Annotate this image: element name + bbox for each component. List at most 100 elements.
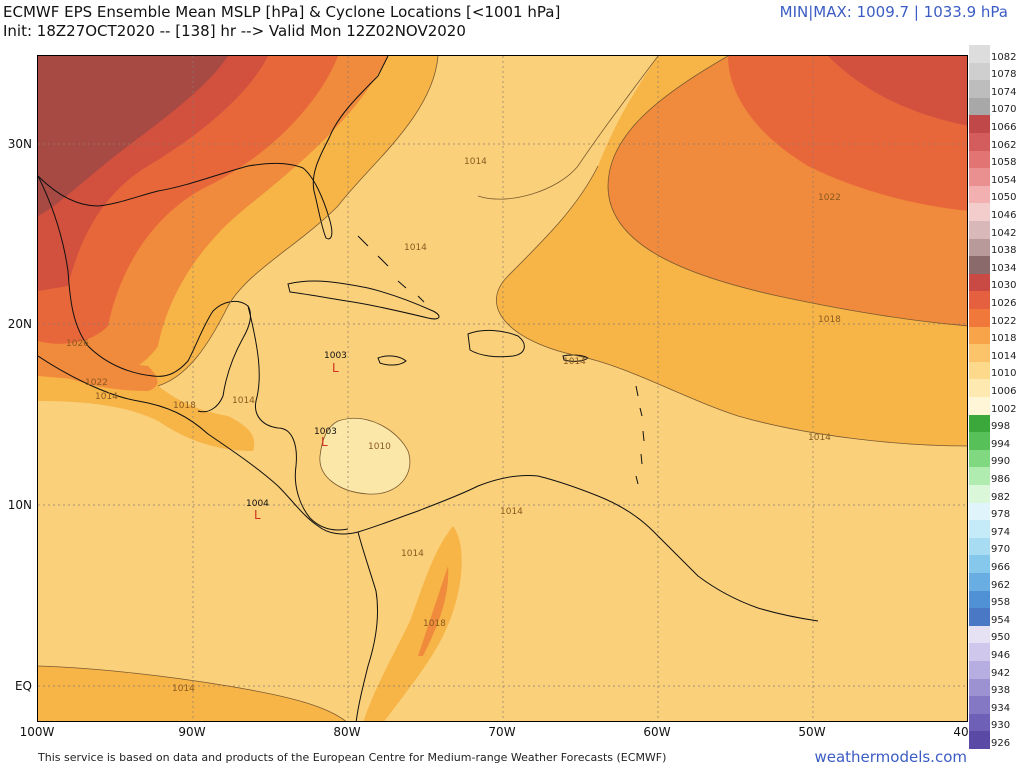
isobar-lines: [38, 56, 967, 721]
contour-label: 1014: [95, 392, 118, 402]
contour-label: 1022: [818, 193, 841, 203]
colorbar-label: 982: [991, 491, 1011, 503]
colorbar-label: 998: [991, 421, 1011, 433]
cyclone-low-symbol: L: [254, 508, 261, 522]
colorbar-label: 1030: [991, 280, 1017, 292]
colorbar-level: 1022: [969, 309, 1018, 327]
colorbar-level: 1014: [969, 344, 1018, 362]
colorbar-label: 1018: [991, 333, 1017, 345]
colorbar-level: 1034: [969, 256, 1018, 274]
colorbar-swatch: [969, 256, 990, 274]
cyclone-marker[interactable]: 1003 L: [314, 427, 337, 449]
lon-label-80w: 80W: [333, 725, 361, 739]
colorbar-swatch: [969, 397, 990, 415]
colorbar-swatch: [969, 449, 990, 468]
pressure-band-1022-andes: [418, 566, 449, 656]
contour-label: 1014: [232, 396, 255, 406]
colorbar-swatch: [969, 97, 990, 116]
colorbar-swatch: [969, 80, 990, 98]
colorbar-level: 990: [969, 449, 1018, 468]
colorbar-label: 1022: [991, 315, 1017, 327]
pressure-band-1018-central-america: [38, 376, 255, 451]
colorbar-label: 930: [991, 720, 1011, 732]
colorbar-label: 1066: [991, 121, 1017, 133]
colorbar-swatch: [969, 555, 990, 573]
lat-label-30n: 30N: [7, 137, 32, 151]
colorbar-swatch: [969, 309, 990, 327]
lon-label-70w: 70W: [488, 725, 516, 739]
colorbar-level: 1002: [969, 397, 1018, 415]
colorbar-label: 1082: [991, 51, 1017, 63]
contour-label: 1026: [66, 339, 89, 349]
colorbar-level: 934: [969, 696, 1018, 714]
colorbar-swatch: [969, 625, 990, 644]
colorbar-level: 930: [969, 713, 1018, 732]
colorbar-level: 1010: [969, 361, 1018, 380]
colorbar-swatch: [969, 291, 990, 309]
colorbar-swatch: [969, 133, 990, 151]
colorbar-label: 962: [991, 579, 1011, 591]
colorbar-level: 954: [969, 608, 1018, 626]
colorbar-level: 1030: [969, 273, 1018, 292]
cyclone-low-symbol: L: [321, 435, 328, 449]
colorbar-level: 942: [969, 661, 1018, 679]
colorbar-level: 1078: [969, 62, 1018, 81]
pressure-band-1018-andes: [363, 526, 462, 721]
colorbar-swatch: [969, 326, 990, 345]
colorbar-level: 970: [969, 537, 1018, 556]
colorbar-label: 1038: [991, 245, 1017, 257]
cyclone-marker[interactable]: 1004 L: [246, 499, 269, 522]
cyclone-pressure: 1004: [246, 499, 269, 509]
contour-label: 1014: [464, 157, 487, 167]
lat-label-20n: 20N: [7, 317, 32, 331]
colorbar-swatch: [969, 485, 990, 503]
colorbar-label: 966: [991, 561, 1011, 573]
colorbar-swatch: [969, 203, 990, 221]
colorbar-level: 1006: [969, 379, 1018, 397]
colorbar-level: 1082: [969, 45, 1018, 63]
contour-label: 1018: [173, 401, 196, 411]
colorbar-level: 962: [969, 573, 1018, 591]
colorbar-label: 934: [991, 702, 1011, 714]
cyclone-marker[interactable]: 1003 L: [324, 351, 347, 375]
colorbar-label: 1042: [991, 227, 1017, 239]
colorbar-level: 978: [969, 502, 1018, 521]
colorbar-level: 1070: [969, 97, 1018, 116]
lat-label-eq: EQ: [14, 679, 32, 693]
colorbar-swatch: [969, 185, 990, 204]
ecmwf-credit: This service is based on data and produc…: [38, 751, 667, 764]
colorbar-swatch: [969, 661, 990, 679]
min-max-readout: MIN|MAX: 1009.7 | 1033.9 hPa: [779, 3, 1008, 21]
colorbar-swatch: [969, 273, 990, 292]
colorbar-swatch: [969, 379, 990, 397]
colorbar-swatch: [969, 590, 990, 609]
colorbar-level: 1054: [969, 168, 1018, 186]
pressure-band-1022-mexico: [58, 356, 158, 391]
colorbar-label: 926: [991, 737, 1011, 749]
colorbar-label: 1062: [991, 139, 1017, 151]
map-subtitle-init-valid: Init: 18Z27OCT2020 -- [138] hr --> Valid…: [3, 22, 466, 40]
cyclone-low-symbol: L: [332, 361, 339, 375]
colorbar-swatch: [969, 537, 990, 556]
colorbar-swatch: [969, 731, 990, 749]
colorbar-level: 1050: [969, 185, 1018, 204]
colorbar-swatch: [969, 678, 990, 697]
colorbar-label: 1070: [991, 104, 1017, 116]
colorbar-label: 1078: [991, 69, 1017, 81]
colorbar-label: 986: [991, 473, 1011, 485]
colorbar-label: 1050: [991, 192, 1017, 204]
pressure-band-1014-bahamas: [438, 56, 658, 162]
weathermodels-brand-link[interactable]: weathermodels.com: [814, 748, 967, 766]
mslp-map[interactable]: 1014 1014 1022 1018 1014 1014 1026 1022 …: [37, 55, 968, 722]
colorbar-level: 1046: [969, 203, 1018, 221]
colorbar-label: 978: [991, 509, 1011, 521]
colorbar-level: 986: [969, 467, 1018, 485]
colorbar-level: 946: [969, 643, 1018, 661]
colorbar-level: 966: [969, 555, 1018, 573]
contour-label: 1010: [368, 442, 391, 452]
colorbar-swatch: [969, 432, 990, 450]
contour-labels: 1014 1014 1022 1018 1014 1014 1026 1022 …: [66, 157, 841, 694]
contour-label: 1014: [172, 684, 195, 694]
colorbar-swatch: [969, 414, 990, 433]
colorbar-swatch: [969, 361, 990, 380]
